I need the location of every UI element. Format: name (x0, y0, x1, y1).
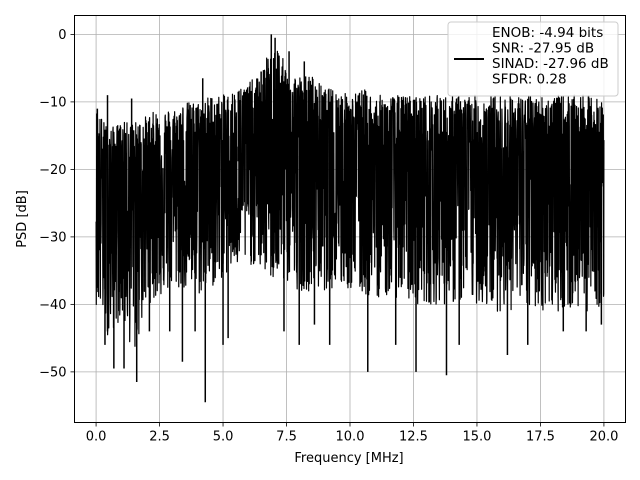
y-axis-ticks: 0 −10 −20 −30 −40 −50 (39, 28, 75, 380)
x-tick-label: 17.5 (526, 430, 555, 445)
legend-label: ENOB: -4.94 bits SNR: -27.95 dB SINAD: -27… (492, 25, 609, 88)
y-tick-label: 0 (58, 28, 66, 43)
y-axis-label: PSD [dB] (15, 190, 30, 248)
x-tick-label: 12.5 (399, 430, 428, 445)
x-tick-label: 15.0 (462, 430, 491, 445)
x-tick-label: 10.0 (336, 430, 365, 445)
y-tick-label: −20 (39, 163, 66, 178)
x-axis-ticks: 0.0 2.5 5.0 7.5 10.0 12.5 15.0 17.5 20.0 (86, 422, 618, 445)
x-tick-label: 5.0 (213, 430, 234, 445)
x-tick-label: 2.5 (149, 430, 170, 445)
y-tick-label: −30 (39, 230, 66, 245)
series-psd (95, 34, 605, 403)
x-tick-label: 7.5 (276, 430, 297, 445)
psd-line (95, 45, 605, 347)
x-tick-label: 20.0 (589, 430, 618, 445)
x-axis-label: Frequency [MHz] (294, 451, 403, 466)
y-tick-label: −40 (39, 298, 66, 313)
y-tick-label: −50 (39, 365, 66, 380)
legend: ENOB: -4.94 bits SNR: -27.95 dB SINAD: -27… (447, 21, 619, 97)
y-tick-label: −10 (39, 95, 66, 110)
legend-box (447, 21, 619, 97)
x-tick-label: 0.0 (86, 430, 107, 445)
